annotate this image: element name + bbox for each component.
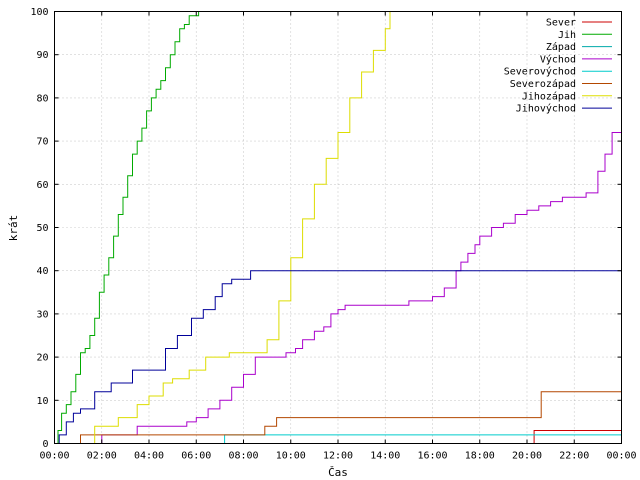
y-tick-label: 70 — [36, 137, 48, 148]
legend-label: Severovýchod — [504, 66, 576, 78]
x-tick-label: 08:00 — [228, 451, 258, 462]
legend-label: Jihovýchod — [516, 103, 576, 115]
series-line-6 — [54, 11, 391, 444]
y-tick-label: 80 — [36, 93, 48, 104]
y-tick-label: 50 — [36, 223, 48, 234]
y-tick-label: 90 — [36, 50, 48, 61]
series-line-1 — [54, 11, 203, 444]
tick-labels: 0 10 20 30 40 50 60 70 80 90 100 00:00 02:00 04:00 06:… — [30, 7, 636, 462]
grid — [54, 11, 622, 444]
legend-label: Severozápad — [510, 78, 576, 90]
y-tick-label: 100 — [30, 7, 48, 18]
series-line-5 — [54, 391, 622, 444]
y-axis-title: krát — [7, 215, 20, 242]
legend-label: Východ — [540, 53, 576, 65]
x-tick-label: 14:00 — [370, 451, 400, 462]
y-tick-label: 10 — [36, 396, 48, 407]
x-tick-label: 06:00 — [181, 451, 211, 462]
y-tick-label: 20 — [36, 353, 48, 364]
y-tick-label: 30 — [36, 309, 48, 320]
x-tick-label: 04:00 — [134, 451, 164, 462]
legend-label: Jihozápad — [522, 90, 576, 102]
y-tick-label: 0 — [42, 439, 48, 450]
x-tick-label: 18:00 — [465, 451, 495, 462]
legend: SeverJihZápadVýchodSeverovýchodSeverozáp… — [504, 18, 612, 115]
y-tick-label: 40 — [36, 266, 48, 277]
y-tick-label: 60 — [36, 180, 48, 191]
x-tick-label: 22:00 — [559, 451, 589, 462]
series-line-7 — [54, 270, 622, 444]
x-tick-label: 00:00 — [606, 451, 636, 462]
x-axis-title: Čas — [328, 466, 348, 479]
legend-label: Západ — [546, 41, 576, 53]
x-tick-label: 20:00 — [512, 451, 542, 462]
x-tick-label: 00:00 — [39, 451, 69, 462]
x-tick-label: 16:00 — [417, 451, 447, 462]
legend-label: Sever — [546, 18, 576, 29]
x-tick-label: 12:00 — [323, 451, 353, 462]
series-line-3 — [54, 132, 622, 444]
legend-label: Jih — [558, 30, 576, 41]
x-tick-label: 10:00 — [276, 451, 306, 462]
x-tick-label: 02:00 — [87, 451, 117, 462]
